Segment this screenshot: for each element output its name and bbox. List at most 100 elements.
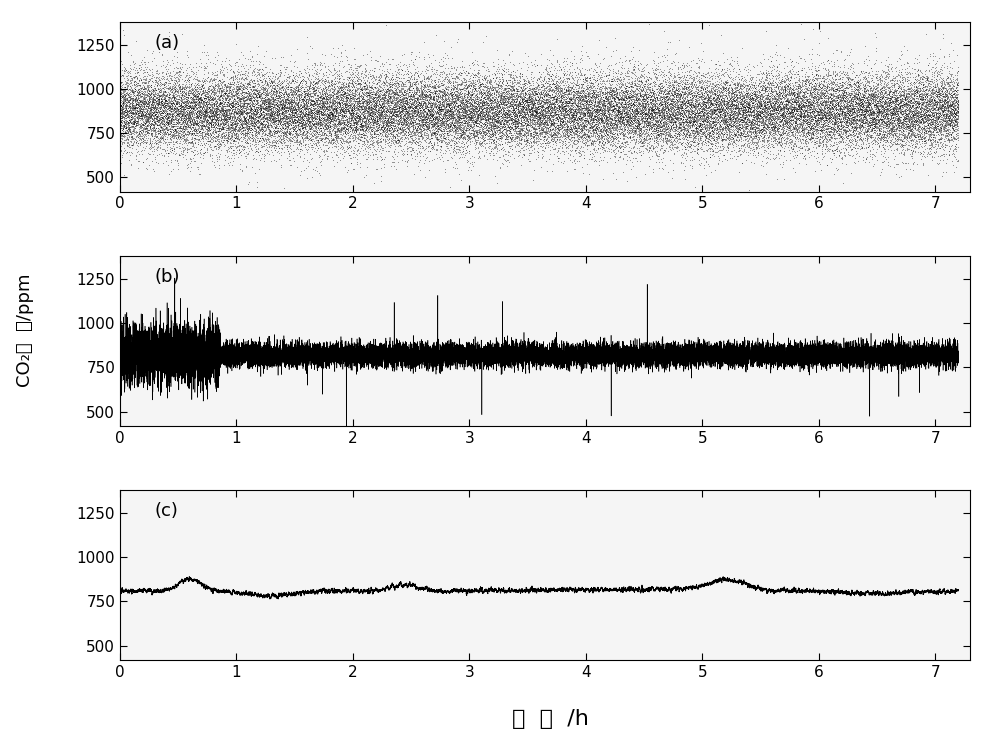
Point [130,131,146,143]
Point [291,88,307,100]
Point [118,112,134,124]
Point [295,118,311,130]
Point [364,106,380,118]
Point [833,112,849,124]
Point [758,119,774,130]
Point [936,133,952,145]
Point [339,100,355,111]
Point [626,86,642,98]
Point [239,78,255,89]
Point [916,96,932,108]
Point [480,97,496,109]
Point [368,97,384,108]
Point [163,125,179,137]
Point [788,96,804,108]
Point [249,92,265,104]
Point [584,114,600,125]
Point [283,119,299,130]
Point [897,92,913,104]
Point [356,108,372,119]
Point [719,118,735,130]
Point [234,107,250,119]
Point [296,97,312,108]
Point [339,103,355,114]
Point [249,92,265,103]
Point [871,105,887,117]
Point [314,94,330,106]
Point [317,90,333,102]
Point [466,82,482,94]
Point [898,98,914,110]
Point [863,108,879,119]
Point [306,89,322,101]
Point [701,86,717,98]
Point [683,73,699,84]
Point [257,81,273,93]
Point [442,120,458,132]
Point [328,111,344,122]
Point [852,108,868,119]
Point [468,100,484,112]
Point [299,120,315,132]
Point [526,123,542,135]
Point [219,119,235,131]
Point [845,121,861,133]
Point [159,121,175,133]
Point [305,80,321,92]
Point [751,99,767,111]
Point [230,125,246,136]
Point [163,113,179,125]
Point [184,140,200,152]
Point [875,130,891,142]
Point [220,106,236,117]
Point [179,67,195,78]
Point [903,84,919,95]
Point [179,106,195,117]
Point [258,103,274,114]
Point [858,122,874,134]
Point [292,103,308,115]
Point [835,84,851,95]
Point [874,92,890,103]
Point [681,126,697,138]
Point [560,97,576,109]
Point [725,132,741,144]
Point [403,89,419,101]
Point [580,111,596,122]
Point [243,119,259,131]
Point [715,133,731,144]
Point [343,78,359,89]
Point [170,62,186,74]
Point [284,106,300,117]
Point [528,111,544,122]
Point [550,86,566,98]
Point [296,92,312,103]
Point [521,89,537,100]
Point [626,108,642,119]
Point [682,146,698,158]
Point [809,93,825,105]
Point [433,103,449,115]
Point [904,87,920,99]
Point [258,115,274,127]
Point [365,75,381,86]
Point [691,120,707,132]
Point [188,124,204,136]
Point [863,98,879,110]
Point [202,98,218,110]
Point [119,108,135,120]
Point [775,123,791,135]
Point [600,106,616,118]
Point [337,125,353,137]
Point [679,124,695,136]
Point [137,92,153,104]
Point [701,114,717,126]
Point [886,86,902,97]
Point [733,103,749,114]
Point [317,120,333,132]
Point [477,129,493,141]
Point [325,103,341,114]
Point [630,100,646,111]
Point [293,111,309,123]
Point [160,150,176,161]
